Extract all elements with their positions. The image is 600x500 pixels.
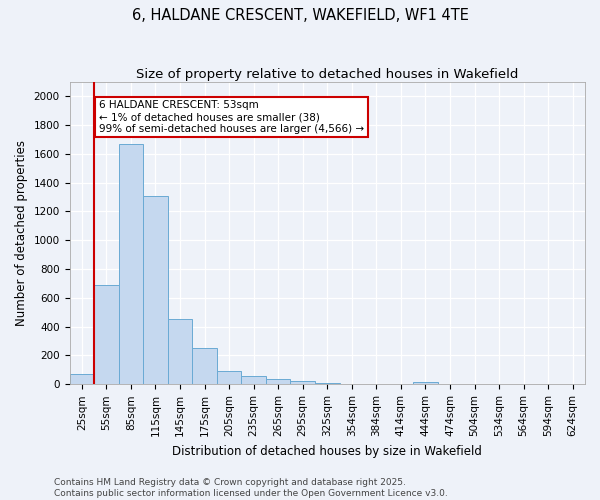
Text: 6 HALDANE CRESCENT: 53sqm
← 1% of detached houses are smaller (38)
99% of semi-d: 6 HALDANE CRESCENT: 53sqm ← 1% of detach… <box>99 100 364 134</box>
Bar <box>241 376 266 384</box>
Bar <box>119 144 143 384</box>
Bar <box>70 374 94 384</box>
Bar <box>315 383 340 384</box>
Bar <box>192 348 217 385</box>
Bar <box>143 196 168 384</box>
Y-axis label: Number of detached properties: Number of detached properties <box>15 140 28 326</box>
Bar <box>94 285 119 384</box>
Title: Size of property relative to detached houses in Wakefield: Size of property relative to detached ho… <box>136 68 518 80</box>
X-axis label: Distribution of detached houses by size in Wakefield: Distribution of detached houses by size … <box>172 444 482 458</box>
Bar <box>266 380 290 384</box>
Bar <box>168 320 192 384</box>
Bar <box>290 382 315 384</box>
Bar <box>217 370 241 384</box>
Text: Contains HM Land Registry data © Crown copyright and database right 2025.
Contai: Contains HM Land Registry data © Crown c… <box>54 478 448 498</box>
Bar <box>413 382 438 384</box>
Text: 6, HALDANE CRESCENT, WAKEFIELD, WF1 4TE: 6, HALDANE CRESCENT, WAKEFIELD, WF1 4TE <box>131 8 469 22</box>
